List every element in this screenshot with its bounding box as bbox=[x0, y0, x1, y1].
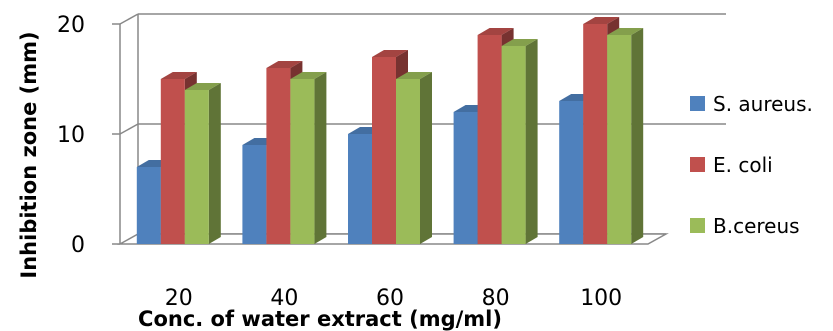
bar-front bbox=[583, 24, 608, 244]
x-tick-label: 80 bbox=[482, 286, 510, 311]
x-tick-label: 60 bbox=[376, 286, 404, 311]
bar-side bbox=[420, 72, 432, 244]
legend: S. aureus. E. coli B.cereus bbox=[690, 92, 813, 238]
bar-top bbox=[160, 72, 197, 79]
bar-top bbox=[501, 39, 538, 46]
bar-top bbox=[266, 61, 303, 68]
bar-top bbox=[290, 72, 327, 79]
y-tick-label: 10 bbox=[57, 123, 85, 148]
bar-front bbox=[266, 68, 291, 244]
bar bbox=[501, 39, 538, 244]
x-tick-label: 100 bbox=[580, 286, 622, 311]
bar-front bbox=[559, 101, 584, 244]
bar-side bbox=[525, 39, 538, 244]
x-axis-label: Conc. of water extract (mg/ml) bbox=[138, 307, 502, 331]
bar-side bbox=[631, 28, 644, 244]
bar-front bbox=[290, 79, 315, 244]
y-tick-label: 20 bbox=[57, 13, 85, 38]
bar-front bbox=[501, 46, 526, 244]
bar-front bbox=[477, 35, 502, 244]
bar-side bbox=[314, 72, 327, 244]
bar-side bbox=[208, 83, 221, 244]
bar bbox=[607, 28, 644, 244]
bar bbox=[184, 83, 221, 244]
legend-item: S. aureus. bbox=[690, 92, 813, 116]
x-tick-label: 40 bbox=[270, 286, 298, 311]
legend-label: S. aureus. bbox=[713, 92, 813, 116]
gridline-diagonal bbox=[119, 13, 139, 25]
legend-swatch bbox=[690, 96, 705, 111]
bar-front bbox=[184, 90, 209, 244]
legend-label: B.cereus bbox=[713, 214, 800, 238]
y-axis-label: Inhibition zone (mm) bbox=[17, 31, 41, 278]
bar-front bbox=[136, 167, 161, 244]
gridline-diagonal bbox=[119, 123, 139, 135]
bar bbox=[396, 72, 432, 244]
y-axis-ticks: 0 10 20 bbox=[57, 13, 120, 258]
legend-swatch bbox=[690, 157, 705, 172]
bar-front bbox=[607, 35, 632, 244]
bar-front bbox=[160, 79, 185, 244]
x-tick-label: 20 bbox=[165, 286, 193, 311]
bar-front bbox=[396, 79, 420, 244]
bar-top bbox=[372, 50, 408, 57]
bar-top bbox=[583, 17, 620, 24]
legend-item: E. coli bbox=[690, 153, 773, 177]
bars bbox=[136, 17, 644, 244]
bar bbox=[290, 72, 327, 244]
bar-top bbox=[607, 28, 644, 35]
bar-front bbox=[453, 112, 478, 244]
bar-front bbox=[372, 57, 396, 244]
bar-front bbox=[348, 134, 372, 244]
legend-label: E. coli bbox=[713, 153, 773, 177]
x-axis-ticks: 20 40 60 80 100 bbox=[165, 286, 622, 311]
bar-top bbox=[184, 83, 221, 90]
legend-swatch bbox=[690, 218, 705, 233]
bar-top bbox=[396, 72, 432, 79]
bar-top bbox=[477, 28, 514, 35]
bar-front bbox=[242, 145, 267, 244]
legend-item: B.cereus bbox=[690, 214, 800, 238]
y-tick-label: 0 bbox=[71, 233, 85, 258]
